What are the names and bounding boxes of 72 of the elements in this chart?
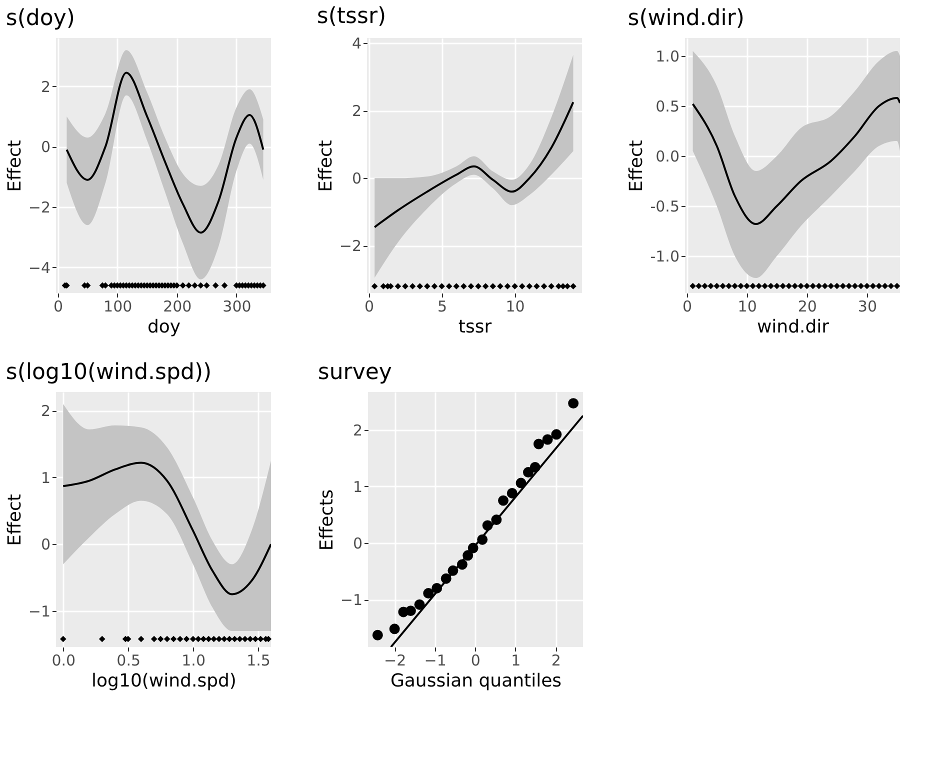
point — [568, 398, 579, 409]
x-axis-title: wind.dir — [756, 316, 830, 338]
x-tick-label: 20 — [798, 298, 817, 316]
x-axis-title: tssr — [458, 316, 492, 338]
y-tick-label: 2 — [40, 78, 50, 96]
line-series — [692, 97, 900, 225]
point — [506, 488, 518, 498]
x-tick-label: 1.5 — [246, 652, 270, 670]
x-tick-label: 200 — [163, 298, 192, 316]
y-tick-label: 1 — [40, 468, 50, 487]
x-tick-label: 1.0 — [182, 652, 206, 670]
y-tick-label: −2 — [28, 198, 50, 216]
point — [423, 588, 434, 599]
y-tick-label: 0 — [352, 534, 362, 552]
x-tick-label: 100 — [104, 298, 132, 316]
x-axis-title: doy — [147, 316, 181, 338]
x-tick-label: 10 — [506, 298, 525, 316]
line-series — [374, 101, 574, 228]
y-tick-label: -1.0 — [650, 248, 680, 266]
point — [498, 495, 509, 506]
y-axis-title: Effects — [316, 489, 338, 551]
y-tick-label: 0.0 — [656, 148, 680, 166]
y-tick-label: −1 — [28, 602, 50, 620]
y-tick-label: 1.0 — [656, 48, 680, 66]
x-tick-label: 0 — [470, 652, 480, 670]
point — [533, 438, 544, 450]
point — [542, 434, 553, 445]
x-axis-title: Gaussian quantiles — [390, 670, 562, 692]
y-tick-label: 0 — [40, 536, 50, 554]
x-tick-label: 1 — [511, 652, 521, 670]
point — [523, 467, 534, 478]
y-tick-label: 2 — [352, 102, 362, 120]
x-tick-label: 0 — [54, 298, 64, 316]
x-tick-label: 0 — [682, 298, 692, 316]
line-series — [62, 462, 271, 596]
x-tick-label: −2 — [384, 652, 406, 670]
y-axis-title: Effect — [4, 140, 26, 192]
y-tick-label: -0.5 — [650, 198, 680, 216]
x-tick-label: −1 — [424, 652, 446, 670]
x-tick-label: 0.0 — [52, 652, 76, 670]
y-tick-label: 0 — [40, 138, 50, 156]
x-tick-label: 0 — [364, 298, 374, 316]
y-axis-title: Effect — [315, 140, 336, 192]
chart-title: s(log10(wind.spd)) — [6, 360, 212, 385]
y-tick-label: 0 — [352, 170, 362, 188]
y-axis-title: Effect — [626, 140, 648, 192]
y-tick-label: −2 — [339, 237, 362, 256]
chart-title: s(tssr) — [316, 4, 386, 30]
chart-title: s(doy) — [6, 6, 75, 31]
y-tick-label: 1 — [352, 478, 362, 496]
point — [414, 599, 425, 610]
point — [405, 606, 416, 616]
point — [551, 429, 562, 440]
chart-title: s(wind.dir) — [628, 6, 744, 31]
y-tick-label: 2 — [352, 421, 362, 440]
y-axis-title: Effect — [4, 494, 26, 546]
y-tick-label: 4 — [352, 34, 362, 53]
point — [372, 630, 383, 640]
y-tick-label: −1 — [340, 591, 362, 610]
chart-title: survey — [318, 360, 392, 385]
line-series — [66, 72, 264, 234]
y-tick-label: 0.5 — [656, 98, 680, 116]
x-tick-label: 300 — [222, 298, 252, 316]
x-tick-label: 0.5 — [116, 652, 141, 670]
x-tick-label: 2 — [551, 652, 561, 670]
point — [389, 624, 400, 634]
x-tick-label: 10 — [738, 298, 757, 316]
x-axis-title: log10(wind.spd) — [92, 670, 236, 692]
x-tick-label: 5 — [438, 298, 448, 316]
x-tick-label: 30 — [858, 298, 878, 316]
y-tick-label: 2 — [40, 402, 50, 420]
y-tick-label: −4 — [28, 258, 50, 277]
